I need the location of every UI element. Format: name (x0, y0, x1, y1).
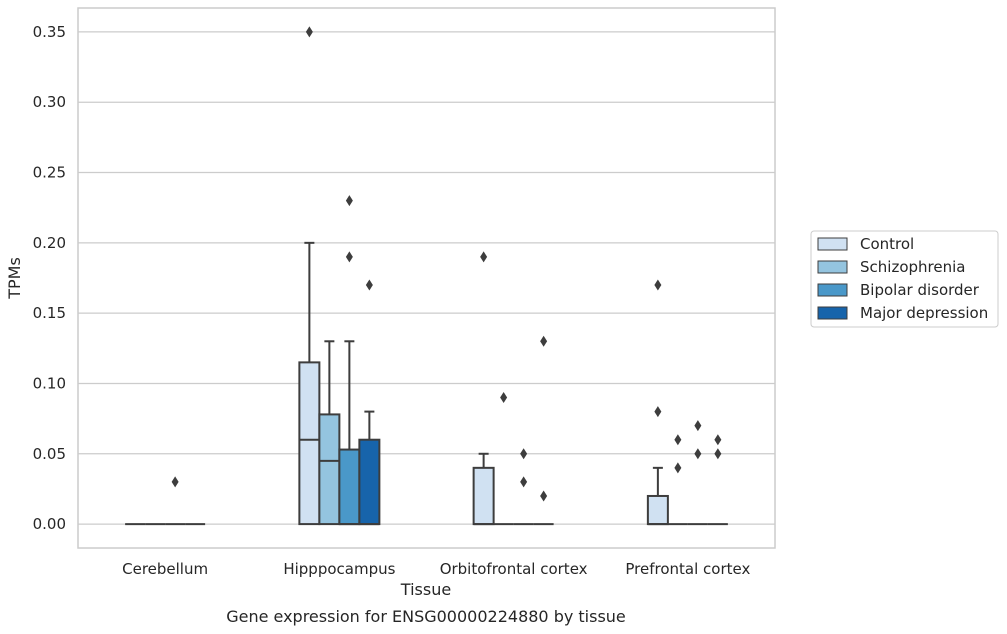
y-tick-label: 0.25 (33, 164, 66, 182)
box-body (646, 494, 669, 526)
outlier-point (305, 26, 313, 38)
x-tick-label: Orbitofrontal cortex (440, 560, 588, 578)
legend-label: Control (860, 235, 914, 253)
gridlines (78, 31, 775, 525)
y-tick-label: 0.15 (33, 304, 66, 322)
outlier-point (654, 406, 662, 418)
x-tick-label: Cerebellum (122, 560, 208, 578)
legend-swatch (817, 306, 848, 320)
x-tick-label: Prefrontal cortex (625, 560, 750, 578)
box-body (358, 438, 381, 526)
box-major-depression (533, 335, 554, 526)
outlier-point (345, 251, 353, 263)
box-control (298, 26, 321, 526)
outlier-point (520, 448, 528, 460)
x-axis-label: Tissue (400, 580, 451, 599)
box-bipolar-disorder (165, 476, 186, 526)
x-tick-label: Hipppocampus (283, 560, 395, 578)
box-major-depression (358, 279, 381, 526)
x-tick-labels: Cerebellum Hipppocampus Orbitofrontal cort… (122, 560, 750, 578)
y-tick-label: 0.00 (33, 515, 66, 533)
box-schizophrenia (493, 392, 514, 526)
outlier-point (365, 279, 373, 291)
legend-swatch (817, 260, 848, 274)
legend: Control Schizophrenia Bipolar disorder Majo… (810, 230, 999, 328)
plot-frame (77, 7, 776, 549)
box-bipolar-disorder (687, 420, 708, 526)
outlier-point (520, 476, 528, 488)
y-tick-labels: 0.00 0.05 0.10 0.15 0.20 0.25 0.30 0.35 (33, 23, 66, 533)
outlier-point (694, 420, 702, 432)
outlier-point (345, 195, 353, 207)
y-tick-label: 0.10 (33, 374, 66, 392)
outlier-point (714, 448, 722, 460)
outlier-point (171, 476, 179, 488)
boxes-group (125, 26, 728, 526)
outlier-point (654, 279, 662, 291)
box-control (646, 279, 669, 526)
outlier-point (714, 434, 722, 446)
chart-caption: Gene expression for ENSG00000224880 by t… (226, 607, 626, 626)
legend-frame (810, 230, 999, 328)
box-body (472, 466, 495, 526)
y-tick-label: 0.05 (33, 445, 66, 463)
legend-label: Schizophrenia (860, 258, 965, 276)
outlier-point (500, 392, 508, 404)
box-major-depression (707, 434, 728, 526)
outlier-point (674, 434, 682, 446)
outlier-point (674, 462, 682, 474)
legend-label: Bipolar disorder (860, 281, 980, 299)
box-schizophrenia (667, 434, 688, 526)
legend-swatch (817, 237, 848, 251)
y-tick-label: 0.35 (33, 23, 66, 41)
box-control (472, 251, 495, 526)
box-body (298, 361, 321, 526)
legend-swatch (817, 283, 848, 297)
outlier-point (480, 251, 488, 263)
plot-area-background (78, 8, 775, 548)
y-axis-label: TPMs (5, 257, 24, 300)
y-tick-label: 0.20 (33, 234, 66, 252)
box-body (338, 448, 361, 526)
outlier-point (540, 490, 548, 502)
outlier-point (694, 448, 702, 460)
outlier-point (540, 335, 548, 347)
box-bipolar-disorder (513, 448, 534, 526)
legend-label: Major depression (860, 304, 988, 322)
box-body (318, 413, 341, 526)
y-tick-label: 0.30 (33, 93, 66, 111)
